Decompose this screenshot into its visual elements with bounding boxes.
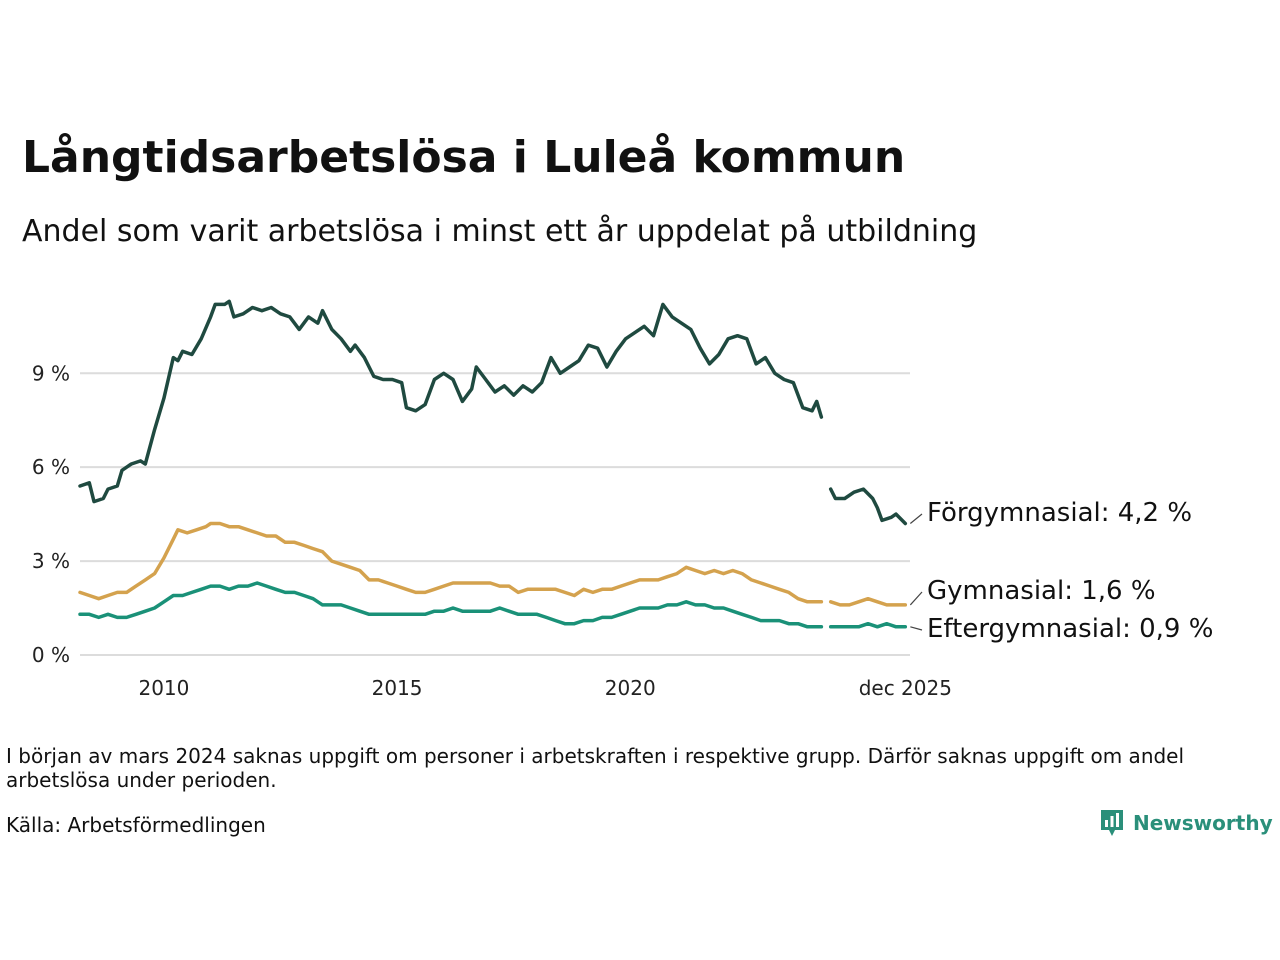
series-label-gymnasial: Gymnasial: 1,6 %	[927, 576, 1156, 606]
x-axis-ticks: 2010 2015 2020 dec 2025	[138, 676, 951, 700]
x-tick-label: dec 2025	[859, 676, 952, 700]
series-label-förgymnasial: Förgymnasial: 4,2 %	[927, 498, 1192, 528]
series-line-eftergymnasial	[78, 581, 908, 629]
series-line-förgymnasial	[78, 299, 908, 526]
series-label-eftergymnasial: Eftergymnasial: 0,9 %	[927, 614, 1213, 644]
label-leader-line	[909, 591, 923, 606]
footnote: I början av mars 2024 saknas uppgift om …	[6, 744, 1185, 792]
y-axis-ticks: 0 % 3 % 6 % 9 %	[32, 361, 70, 667]
chart-title: Långtidsarbetslösa i Luleå kommun	[22, 132, 906, 183]
chart-subtitle: Andel som varit arbetslösa i minst ett å…	[22, 214, 978, 249]
source-text: Källa: Arbetsförmedlingen	[6, 813, 266, 837]
label-leader-line	[910, 626, 923, 631]
newsworthy-icon	[1101, 810, 1123, 836]
grid-lines	[80, 372, 910, 656]
newsworthy-logo: Newsworthy	[1099, 808, 1273, 838]
y-tick-label: 9 %	[32, 361, 70, 385]
series-lines	[78, 299, 908, 629]
x-tick-label: 2010	[138, 676, 189, 700]
line-chart: 0 % 3 % 6 % 9 % 2010 2015 2020 dec 2025 Förgym…	[32, 299, 1213, 700]
x-tick-label: 2020	[605, 676, 656, 700]
y-tick-label: 3 %	[32, 549, 70, 573]
series-line-gymnasial	[78, 521, 908, 607]
y-tick-label: 0 %	[32, 643, 70, 667]
series-end-labels: Förgymnasial: 4,2 % Gymnasial: 1,6 % Efter…	[909, 498, 1213, 644]
y-tick-label: 6 %	[32, 455, 70, 479]
x-tick-label: 2015	[372, 676, 423, 700]
label-leader-line	[909, 513, 923, 524]
brand-name: Newsworthy	[1133, 811, 1273, 835]
